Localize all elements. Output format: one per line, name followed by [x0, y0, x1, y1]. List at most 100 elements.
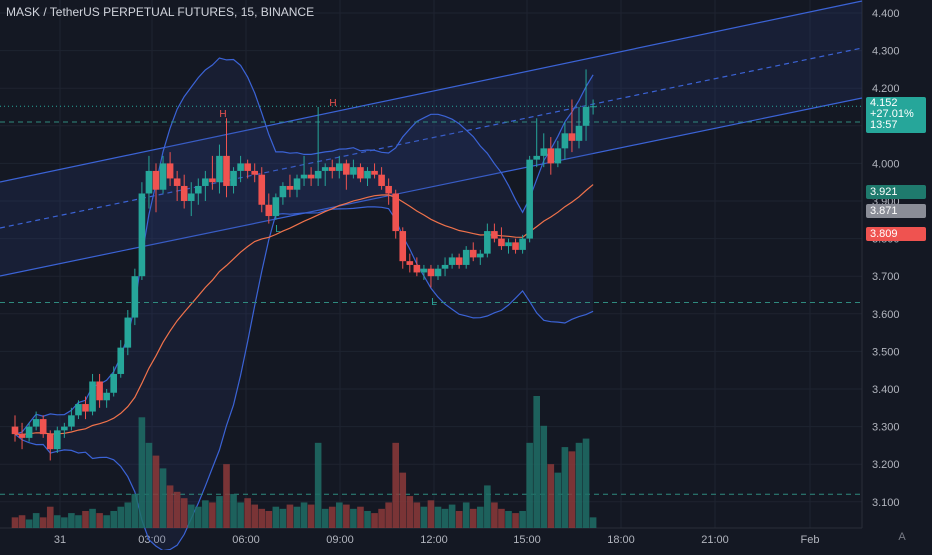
- candle-body: [519, 238, 526, 250]
- volume-bar: [484, 485, 491, 528]
- volume-bar: [589, 517, 597, 528]
- volume-bar: [180, 498, 188, 528]
- candle-body: [540, 148, 548, 156]
- x-tick-label: 21:00: [701, 534, 729, 546]
- volume-bar: [512, 513, 519, 528]
- candle-body: [159, 163, 167, 190]
- candle-body: [166, 163, 174, 179]
- volume-bar: [279, 508, 287, 528]
- candle-body: [314, 170, 322, 179]
- candle-body: [18, 434, 26, 438]
- candle-body: [216, 155, 223, 183]
- candle-body: [187, 193, 195, 201]
- volume-bar: [427, 500, 435, 528]
- candle-body: [350, 167, 357, 175]
- band-fill: [15, 58, 594, 551]
- x-tick-label: 18:00: [607, 534, 635, 546]
- candle-body: [300, 174, 308, 179]
- x-tick-label: 31: [54, 534, 66, 546]
- candle-body: [336, 163, 343, 171]
- candle-body: [420, 268, 428, 273]
- volume-bar: [519, 510, 526, 528]
- candle-body: [209, 178, 216, 183]
- candle-body: [39, 419, 47, 435]
- candle-body: [462, 249, 470, 265]
- candle-body: [68, 415, 75, 427]
- candle-body: [230, 170, 237, 186]
- volume-bar: [406, 496, 414, 528]
- volume-bar: [272, 506, 280, 528]
- candle-body: [54, 430, 61, 450]
- candle-body: [286, 185, 294, 190]
- volume-bar: [251, 504, 258, 528]
- candle-body: [180, 185, 188, 201]
- volume-bar: [209, 502, 216, 528]
- pivot-label: H: [219, 109, 226, 120]
- volume-bar: [413, 502, 421, 528]
- candle-body: [117, 347, 125, 374]
- lower-band-line: [14, 206, 594, 552]
- volume-bar: [61, 517, 68, 528]
- volume-bar: [293, 506, 301, 528]
- candle-body: [477, 253, 484, 258]
- candle-body: [533, 155, 540, 160]
- volume-bar: [223, 464, 230, 528]
- candle-body: [413, 264, 421, 273]
- volume-bar: [441, 508, 449, 528]
- candle-body: [575, 125, 583, 141]
- volume-bar: [230, 493, 237, 528]
- volume-bar: [434, 506, 442, 528]
- volume-bar: [568, 451, 576, 528]
- volume-bar: [54, 515, 61, 528]
- volume-bar: [265, 510, 273, 528]
- channel-upper-line: [0, 0, 863, 183]
- volume-bar: [491, 502, 498, 528]
- candle-body: [392, 193, 399, 232]
- volume-bar: [89, 508, 96, 528]
- candle-body: [526, 159, 533, 239]
- volume-bar: [159, 468, 167, 528]
- price-level-badge-a: 3.921: [866, 185, 926, 199]
- volume-bar: [469, 508, 477, 528]
- x-tick-label: 09:00: [326, 534, 354, 546]
- candle-body: [103, 392, 110, 401]
- x-tick-label: 12:00: [420, 534, 448, 546]
- volume-bar: [364, 510, 371, 528]
- candle-body: [364, 170, 371, 179]
- volume-bar: [399, 472, 407, 528]
- candle-body: [434, 268, 442, 277]
- percent-change: +27.01%: [870, 108, 914, 120]
- candle-body: [343, 163, 350, 175]
- last-price-badge: 4.152 +27.01% 13:57: [866, 97, 926, 133]
- volume-bar: [498, 508, 505, 528]
- volume-bar: [173, 491, 181, 528]
- y-tick-label: 3.600: [872, 309, 900, 321]
- volume-bar: [582, 438, 590, 528]
- candle-body: [589, 106, 597, 108]
- candle-body: [195, 185, 202, 194]
- candle-body: [258, 174, 266, 205]
- volume-bar: [336, 502, 343, 528]
- candle-body: [145, 170, 153, 194]
- candle-body: [25, 426, 33, 438]
- x-tick-label: 15:00: [513, 534, 541, 546]
- y-tick-label: 3.500: [872, 346, 900, 358]
- candle-body: [272, 197, 280, 217]
- auto-scale-button[interactable]: A: [898, 531, 906, 543]
- pivot-label: L: [431, 297, 437, 308]
- volume-bar: [540, 425, 548, 528]
- channel-fill: [0, 1, 862, 276]
- volume-bar: [117, 506, 125, 528]
- candle-body: [357, 167, 364, 179]
- volume-bar: [420, 506, 428, 528]
- y-tick-label: 4.300: [872, 46, 900, 58]
- bar-countdown: 13:57: [870, 119, 898, 131]
- candle-body: [561, 133, 569, 149]
- candle-body: [427, 268, 435, 277]
- candle-body: [455, 257, 463, 265]
- candle-body: [399, 231, 407, 262]
- y-tick-label: 3.300: [872, 422, 900, 434]
- candle-body: [82, 404, 89, 412]
